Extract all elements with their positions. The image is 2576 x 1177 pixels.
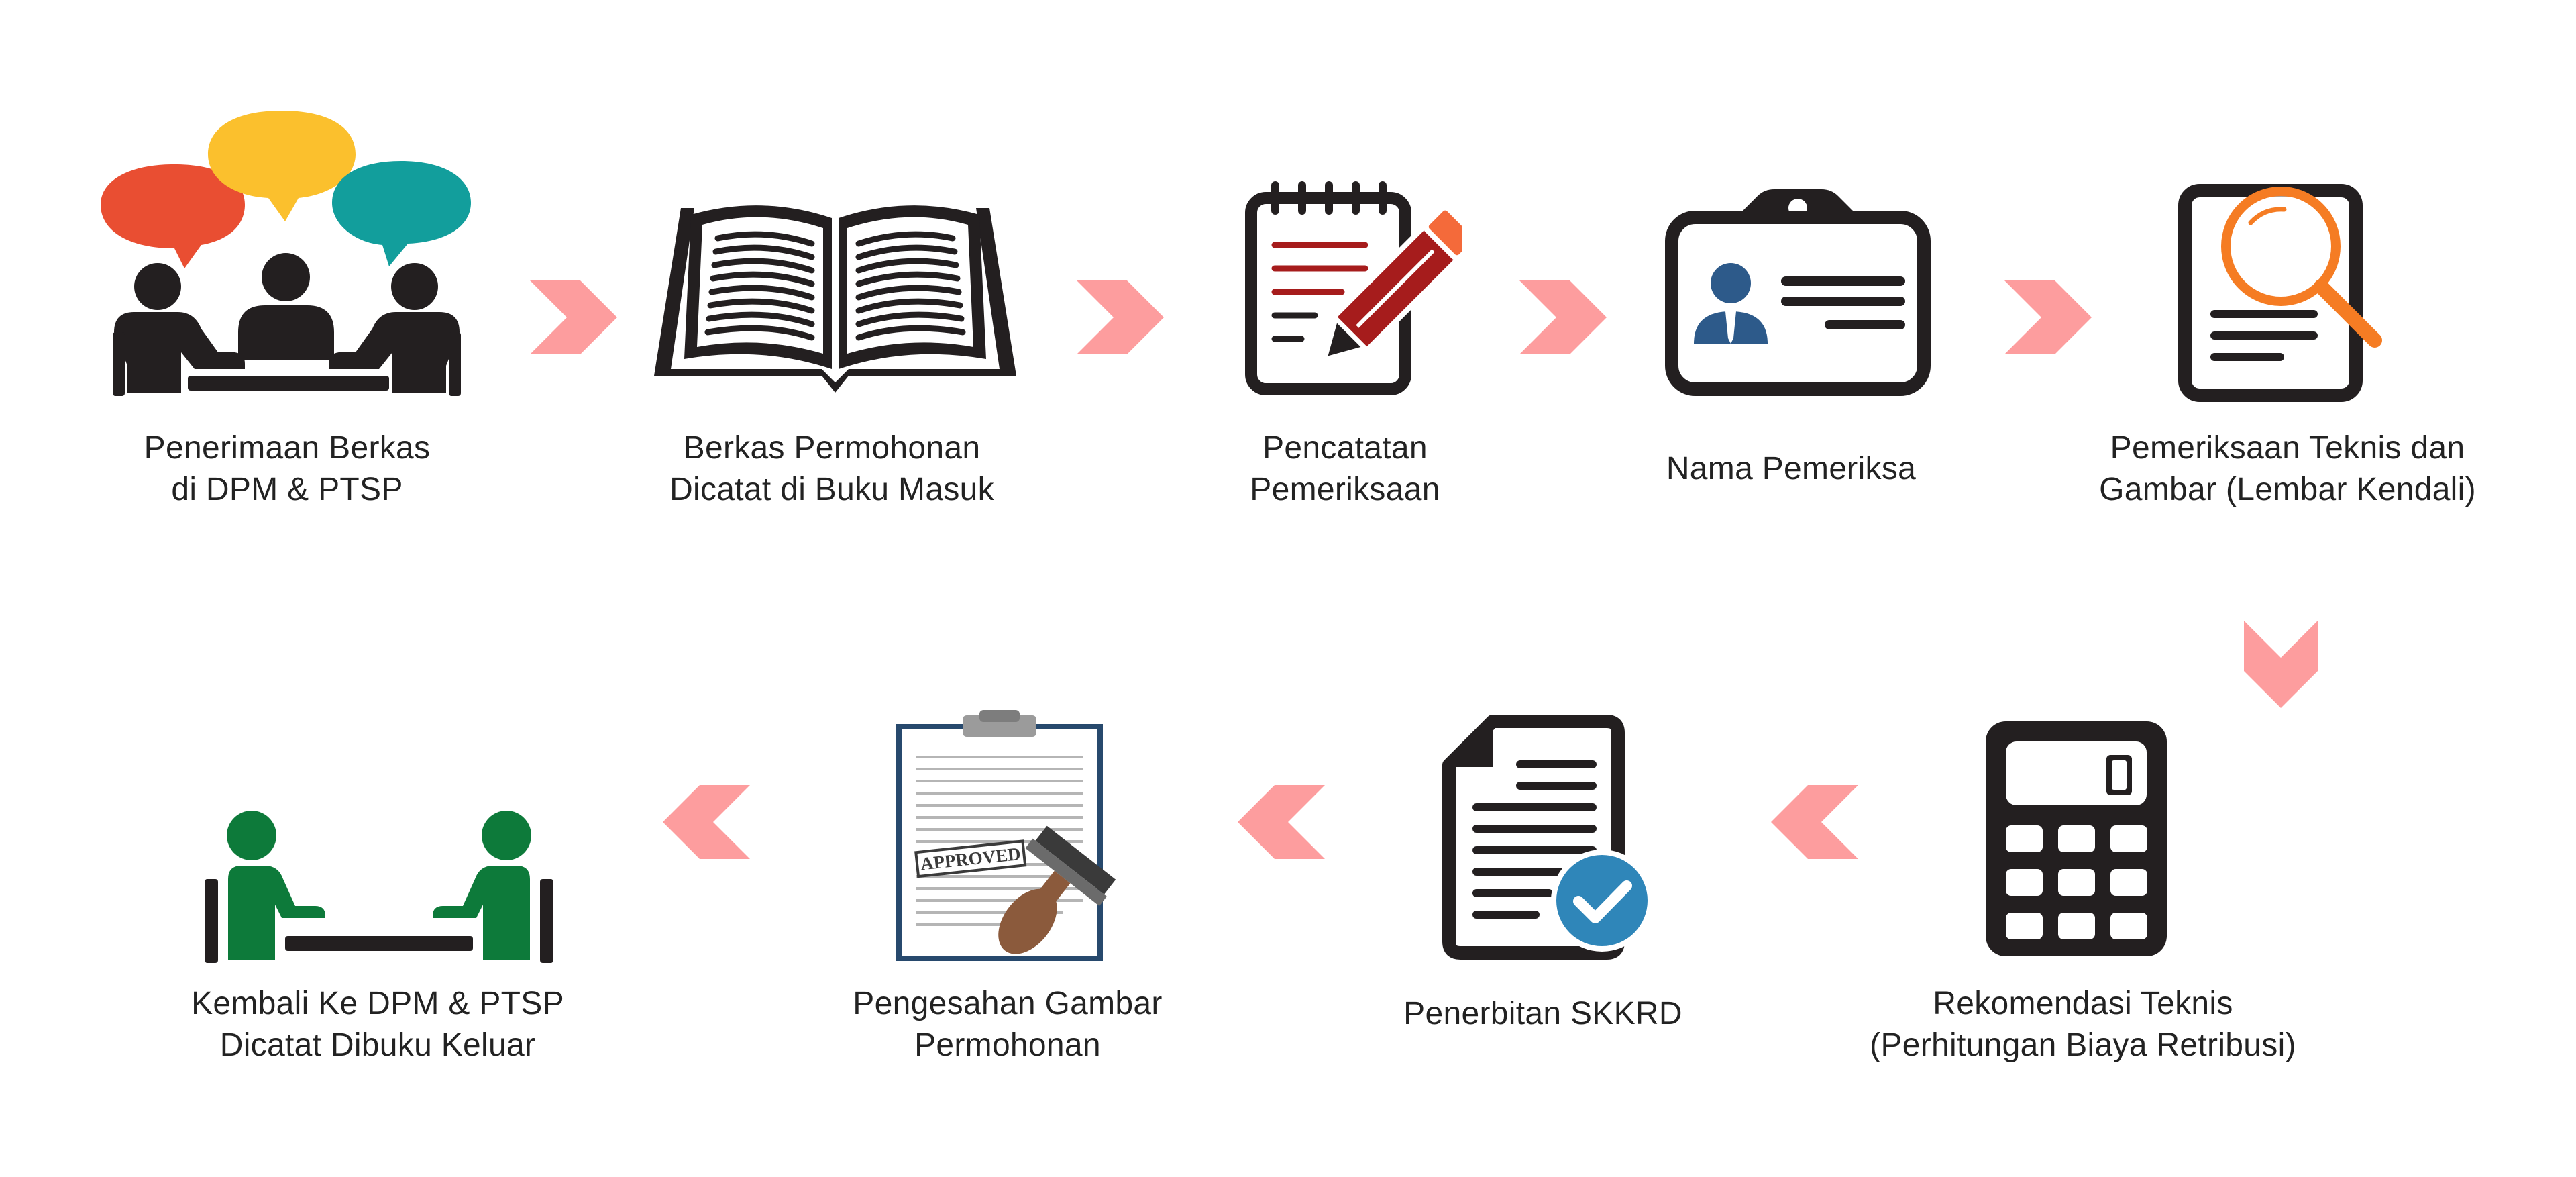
step-label: Kembali Ke DPM & PTSP Dicatat Dibuku Kel… bbox=[123, 983, 633, 1066]
step-label-line: Pemeriksaan bbox=[1250, 472, 1440, 507]
step-label: Pencatatan Pemeriksaan bbox=[1090, 427, 1600, 511]
step-label-line: Penerbitan SKKRD bbox=[1403, 996, 1682, 1031]
step-label-line: Berkas Permohonan bbox=[683, 430, 981, 466]
step-label-line: Dicatat di Buku Masuk bbox=[669, 472, 994, 507]
arrow-left-icon bbox=[1771, 785, 1858, 859]
arrow-right-icon bbox=[1077, 280, 1164, 354]
step-label-line: Penerimaan Berkas bbox=[144, 430, 431, 466]
meeting-icon bbox=[101, 111, 471, 396]
arrow-right-icon bbox=[530, 280, 617, 354]
step-label-line: (Perhitungan Biaya Retribusi) bbox=[1870, 1027, 2296, 1063]
arrow-left-icon bbox=[663, 785, 750, 859]
step-label: Pemeriksaan Teknis dan Gambar (Lembar Ke… bbox=[2033, 427, 2542, 511]
step-label-line: Kembali Ke DPM & PTSP bbox=[191, 986, 564, 1021]
arrow-right-icon bbox=[2004, 280, 2092, 354]
calculator-icon bbox=[1986, 721, 2167, 956]
id-card-icon bbox=[1665, 189, 1931, 396]
step-label-line: Pemeriksaan Teknis dan bbox=[2110, 430, 2465, 466]
arrow-right-icon bbox=[1519, 280, 1607, 354]
step-label: Nama Pemeriksa bbox=[1536, 448, 2046, 490]
step-label: Pengesahan Gambar Permohonan bbox=[753, 983, 1263, 1066]
step-label: Penerbitan SKKRD bbox=[1288, 993, 1798, 1035]
step-label-line: Rekomendasi Teknis bbox=[1933, 986, 2233, 1021]
notepad-pencil-icon bbox=[1245, 181, 1462, 395]
open-book-icon bbox=[654, 205, 1016, 393]
document-check-icon bbox=[1442, 715, 1653, 960]
handover-icon bbox=[205, 811, 553, 963]
step-label-line: Permohonan bbox=[914, 1027, 1101, 1063]
step-label-line: Pencatatan bbox=[1263, 430, 1428, 466]
step-label-line: Dicatat Dibuku Keluar bbox=[219, 1027, 536, 1063]
step-label: Berkas Permohonan Dicatat di Buku Masuk bbox=[577, 427, 1087, 511]
step-label-line: Gambar (Lembar Kendali) bbox=[2099, 472, 2476, 507]
arrow-left-icon bbox=[1238, 785, 1325, 859]
approved-clipboard-icon: APPROVED bbox=[896, 710, 1116, 961]
step-label-line: di DPM & PTSP bbox=[171, 472, 403, 507]
step-label-line: Pengesahan Gambar bbox=[853, 986, 1163, 1021]
arrow-down-icon bbox=[2244, 621, 2318, 708]
step-label-line: Nama Pemeriksa bbox=[1666, 451, 1917, 487]
step-label: Rekomendasi Teknis (Perhitungan Biaya Re… bbox=[1828, 983, 2338, 1066]
document-magnifier-icon bbox=[2178, 184, 2382, 402]
step-label: Penerimaan Berkas di DPM & PTSP bbox=[32, 427, 542, 511]
